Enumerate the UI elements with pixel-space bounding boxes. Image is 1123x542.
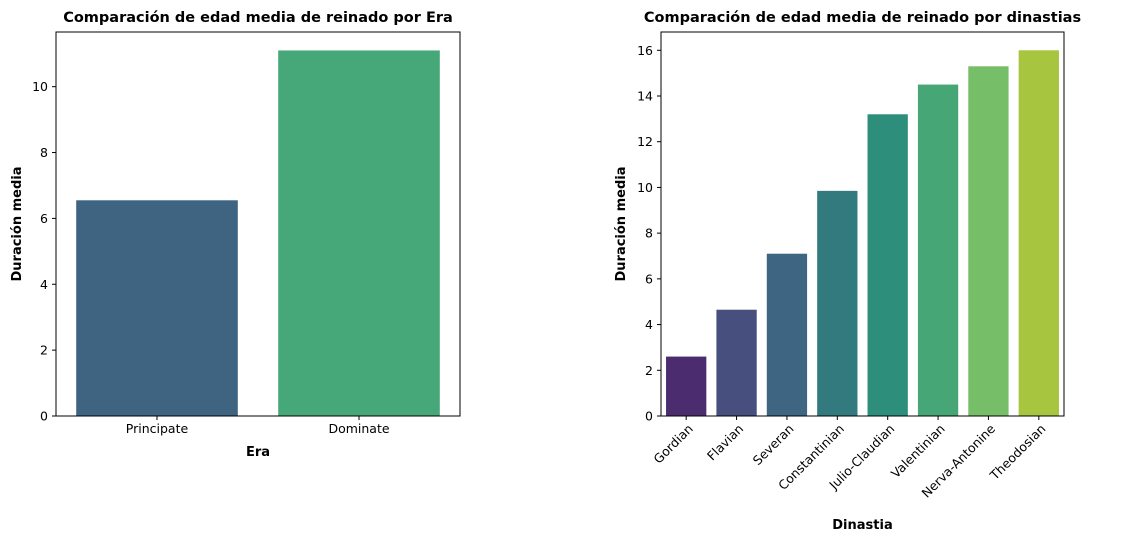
bar-julio-claudian [867, 114, 908, 417]
bar-flavian [716, 309, 757, 416]
y-tick-label: 10 [32, 79, 48, 94]
bar-gordian [666, 356, 707, 416]
y-tick-label: 10 [637, 180, 653, 195]
y-tick-label: 4 [645, 317, 653, 332]
y-tick-label: 12 [637, 134, 653, 149]
y-tick-label: 14 [637, 89, 653, 104]
y-tick-label: 6 [645, 271, 653, 286]
x-axis-label: Dinastia [832, 518, 892, 533]
plot-frame [55, 31, 461, 417]
y-tick-label: 6 [40, 211, 48, 226]
x-tick-label: Severan [750, 421, 797, 468]
chart-title: Comparación de edad media de reinado por… [63, 10, 453, 26]
x-tick-label: Principate [126, 421, 189, 436]
y-axis-label: Duración media [614, 166, 629, 281]
chart-title: Comparación de edad media de reinado por… [644, 10, 1081, 26]
x-axis-label: Era [246, 445, 270, 460]
y-tick-label: 8 [645, 226, 653, 241]
y-tick-label: 4 [40, 277, 48, 292]
bar-severan [766, 253, 808, 416]
bar-theodosian [1018, 50, 1059, 417]
bar-constantinian [817, 190, 858, 416]
y-tick-label: 16 [637, 43, 653, 58]
y-axis-label: Duración media [10, 166, 25, 281]
bar-valentinian [917, 84, 959, 417]
x-tick-label: Gordian [650, 421, 695, 466]
x-tick-label: Dominate [328, 421, 389, 436]
y-tick-label: 0 [645, 409, 653, 424]
x-tick-label: Flavian [704, 421, 746, 463]
bar-nerva-antonine [968, 66, 1009, 417]
y-tick-label: 2 [40, 343, 48, 358]
bar-principate [76, 200, 238, 416]
y-tick-label: 8 [40, 145, 48, 160]
plot-frame [660, 31, 1065, 417]
bar-dominate [278, 50, 440, 417]
y-tick-label: 0 [40, 409, 48, 424]
chart-1: 0 2 4 6 8 10 Principate Dominate Comparación de … [10, 10, 461, 460]
y-tick-label: 2 [645, 363, 653, 378]
